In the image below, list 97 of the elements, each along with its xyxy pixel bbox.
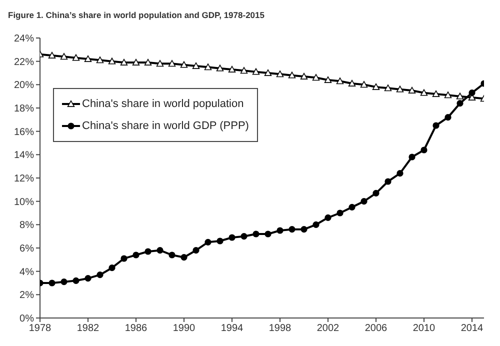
point bbox=[252, 230, 260, 238]
point bbox=[132, 58, 140, 66]
legend-label: China's share in world GDP (PPP) bbox=[82, 119, 249, 134]
point bbox=[456, 92, 464, 100]
point bbox=[108, 264, 116, 272]
point bbox=[144, 248, 152, 255]
point bbox=[288, 72, 296, 78]
point bbox=[384, 178, 392, 185]
point bbox=[348, 204, 356, 210]
point bbox=[96, 272, 104, 278]
point bbox=[108, 58, 116, 64]
point bbox=[336, 210, 344, 216]
point bbox=[456, 100, 464, 107]
point bbox=[132, 252, 140, 258]
x-tick-label: 1998 bbox=[268, 323, 292, 334]
chart-title: Figure 1. China’s share in world population and GDP, 1978-2015 bbox=[8, 9, 266, 22]
point bbox=[264, 69, 272, 76]
y-tick-label: 18% bbox=[14, 104, 34, 115]
point bbox=[84, 275, 92, 282]
y-tick-label: 16% bbox=[14, 126, 34, 138]
y-tick-label: 8% bbox=[20, 220, 34, 232]
point bbox=[72, 277, 80, 284]
point bbox=[264, 230, 272, 238]
point bbox=[396, 86, 404, 92]
point bbox=[444, 114, 452, 121]
y-tick-label: 12% bbox=[14, 174, 34, 185]
point bbox=[240, 67, 248, 74]
point bbox=[324, 76, 332, 83]
point bbox=[156, 60, 164, 67]
point bbox=[324, 214, 332, 221]
point bbox=[432, 90, 440, 97]
y-tick-label: 4% bbox=[20, 266, 34, 278]
x-tick-label: 2010 bbox=[412, 323, 436, 334]
y-tick-label: 24% bbox=[14, 34, 34, 45]
point bbox=[360, 81, 368, 88]
point bbox=[288, 226, 296, 233]
point bbox=[192, 62, 200, 69]
point bbox=[168, 252, 176, 258]
point bbox=[444, 92, 452, 98]
point bbox=[372, 83, 380, 90]
point bbox=[240, 233, 248, 240]
point bbox=[252, 68, 260, 75]
y-tick-label: 2% bbox=[20, 290, 34, 302]
point bbox=[312, 221, 320, 228]
point bbox=[48, 52, 56, 58]
point bbox=[120, 255, 128, 262]
point bbox=[180, 254, 188, 261]
point bbox=[84, 55, 92, 62]
y-tick-label: 6% bbox=[20, 244, 34, 255]
point bbox=[204, 64, 212, 70]
point bbox=[360, 198, 368, 205]
legend-label: China's share in world population bbox=[82, 97, 244, 112]
point bbox=[192, 247, 200, 254]
point bbox=[180, 61, 188, 68]
point bbox=[216, 64, 224, 72]
point bbox=[348, 80, 356, 86]
point bbox=[228, 234, 236, 241]
point bbox=[120, 58, 128, 66]
point bbox=[384, 84, 392, 92]
point bbox=[48, 280, 56, 286]
point bbox=[396, 170, 404, 177]
point bbox=[156, 247, 164, 254]
point bbox=[60, 278, 68, 286]
point bbox=[420, 146, 428, 154]
y-tick-label: 0% bbox=[20, 314, 34, 325]
point bbox=[372, 190, 380, 196]
point bbox=[204, 238, 212, 246]
point bbox=[60, 53, 68, 60]
x-tick-label: 1978 bbox=[28, 323, 52, 334]
point bbox=[216, 238, 224, 244]
point bbox=[168, 60, 176, 67]
x-tick-label: 1986 bbox=[124, 323, 148, 334]
x-tick-label: 1990 bbox=[172, 323, 196, 334]
x-tick-label: 1982 bbox=[76, 323, 100, 334]
point bbox=[96, 56, 104, 64]
point bbox=[276, 70, 284, 78]
point bbox=[300, 226, 308, 233]
y-tick-label: 10% bbox=[14, 196, 34, 208]
point bbox=[336, 78, 344, 84]
point bbox=[408, 154, 416, 160]
x-tick-label: 2014 bbox=[460, 323, 484, 334]
point bbox=[144, 58, 152, 66]
point bbox=[300, 72, 308, 80]
x-tick-label: 1994 bbox=[220, 323, 244, 334]
point bbox=[312, 74, 320, 81]
y-tick-label: 14% bbox=[14, 150, 34, 162]
point bbox=[408, 86, 416, 94]
point bbox=[420, 89, 428, 96]
point bbox=[432, 122, 440, 129]
y-tick-label: 20% bbox=[14, 80, 34, 92]
point bbox=[468, 90, 476, 96]
point bbox=[72, 54, 80, 61]
y-tick-label: 22% bbox=[14, 56, 34, 68]
point bbox=[228, 66, 236, 72]
point bbox=[276, 227, 284, 234]
x-tick-label: 2006 bbox=[364, 323, 388, 334]
x-tick-label: 2002 bbox=[316, 323, 340, 334]
